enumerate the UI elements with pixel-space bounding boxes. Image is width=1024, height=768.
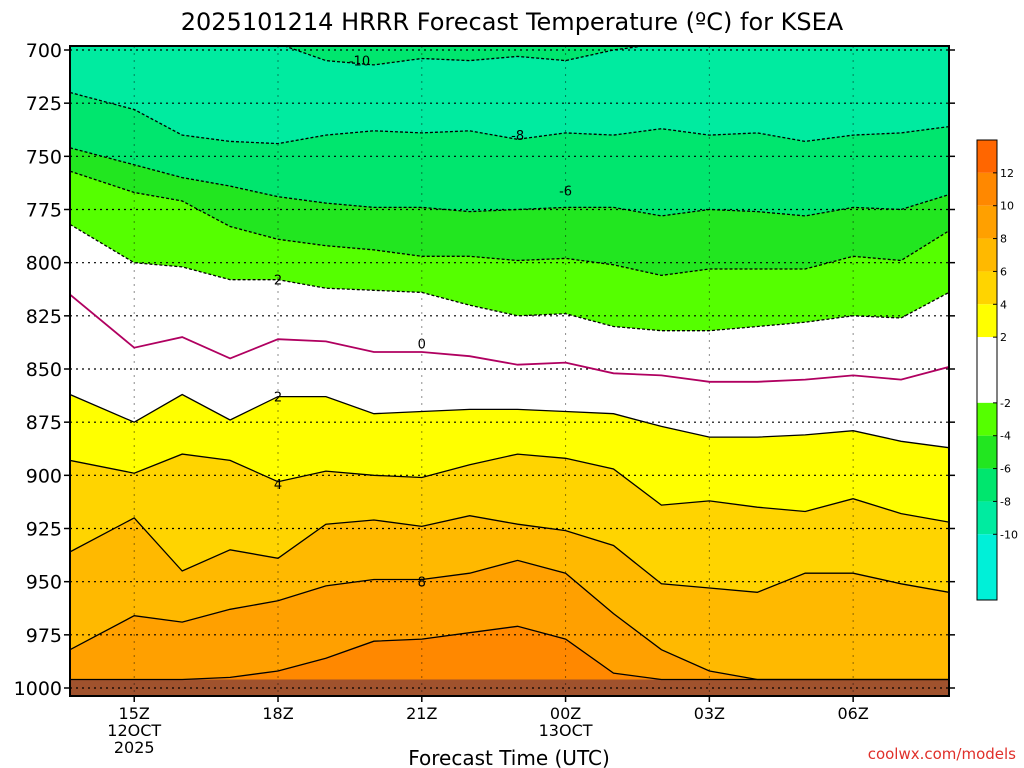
- colorbar-tick-label-2: 2: [1000, 331, 1007, 344]
- contour-label-4: 4: [274, 478, 282, 493]
- colorbar-bin--4: [977, 402, 997, 436]
- y-tick-label-800: 800: [26, 253, 62, 275]
- x-tick-label-30-0: 06Z: [837, 704, 868, 723]
- x-tick-label-15-1: 12OCT: [107, 721, 161, 740]
- colorbar-bin--8: [977, 468, 997, 502]
- x-tick-label-15-2: 2025: [114, 738, 155, 757]
- contour-label-0: 0: [418, 337, 426, 352]
- x-tick-label-18-0: 18Z: [262, 704, 293, 723]
- plot-frame: [69, 45, 950, 697]
- y-tick-label-925: 925: [26, 519, 62, 541]
- y-tick-label-875: 875: [26, 412, 62, 434]
- y-tick-label-750: 750: [26, 146, 62, 168]
- colorbar: 12 10 8 6 4 2 -2 -4 -6 -8 -10: [976, 139, 1018, 601]
- contour-6: [70, 515, 949, 593]
- contour--10: [282, 46, 649, 66]
- y-tick-label-825: 825: [26, 306, 62, 328]
- colorbar-tick-label-6: 6: [1000, 265, 1007, 278]
- colorbar-bin--2: [977, 337, 997, 403]
- y-tick-label-850: 850: [26, 359, 62, 381]
- y-tick-label-1000: 1000: [14, 678, 62, 700]
- x-tick-label-27-0: 03Z: [694, 704, 725, 723]
- contour--4: [70, 170, 949, 277]
- colorbar-bin-6: [977, 238, 997, 272]
- y-tick-label-725: 725: [26, 93, 62, 115]
- y-tick-label-975: 975: [26, 625, 62, 647]
- temperature-fill: [70, 46, 949, 696]
- colorbar-frame: [976, 139, 998, 601]
- contour-2: [70, 393, 949, 449]
- colorbar-tick-label-10: 10: [1000, 200, 1014, 213]
- chart-title: 2025101214 HRRR Forecast Temperature (ºC…: [181, 8, 844, 36]
- y-axis: 700 725 750 775 800 825 850 875 900 925 950 975 1000: [14, 40, 955, 700]
- contour-label-8: 8: [418, 576, 426, 591]
- colorbar-bin--14: [977, 534, 997, 600]
- y-tick-label-775: 775: [26, 200, 62, 222]
- contour-label--10: -10: [349, 55, 370, 70]
- contour-label-2: 2: [274, 391, 282, 406]
- contour-0: [70, 293, 949, 383]
- colorbar-tick-label-12: 12: [1000, 167, 1014, 180]
- contour-label--8: -8: [511, 129, 524, 144]
- colorbar-tick-label--10: -10: [1000, 528, 1018, 541]
- x-tick-label-15-0: 15Z: [119, 704, 150, 723]
- isotherm-contours: [70, 46, 949, 681]
- colorbar-bin--10: [977, 501, 997, 535]
- colorbar-bin-4: [977, 271, 997, 305]
- colorbar-bin-12: [977, 140, 997, 173]
- x-tick-label-21-0: 21Z: [406, 704, 437, 723]
- colorbar-bin-2: [977, 304, 997, 338]
- y-tick-label-700: 700: [26, 40, 62, 62]
- contour-10: [70, 625, 949, 681]
- contour-4: [70, 453, 949, 523]
- colorbar-tick-label--2: -2: [1000, 397, 1011, 410]
- x-axis-label: Forecast Time (UTC): [408, 746, 610, 768]
- colorbar-bin-10: [977, 172, 997, 206]
- colorbar-bin-8: [977, 205, 997, 239]
- colorbar-tick-label-4: 4: [1000, 298, 1007, 311]
- colorbar-tick-label--4: -4: [1000, 430, 1011, 443]
- colorbar-tick-label--6: -6: [1000, 463, 1011, 476]
- credit-link[interactable]: coolwx.com/models: [868, 745, 1016, 763]
- colorbar-tick-label-8: 8: [1000, 233, 1007, 246]
- contour-label--6: -6: [559, 184, 572, 199]
- contour--2: [70, 223, 949, 332]
- contour-labels: -10 -8 -6 2 0 2 4 8: [274, 55, 572, 591]
- band-above-10: [70, 626, 949, 696]
- contour-label--2: 2: [274, 274, 282, 289]
- y-tick-label-900: 900: [26, 465, 62, 487]
- x-tick-label-24-0: 00Z: [550, 704, 581, 723]
- x-tick-label-24-1: 13OCT: [539, 721, 593, 740]
- y-tick-label-950: 950: [26, 572, 62, 594]
- colorbar-tick-label--8: -8: [1000, 495, 1011, 508]
- colorbar-bin--6: [977, 435, 997, 469]
